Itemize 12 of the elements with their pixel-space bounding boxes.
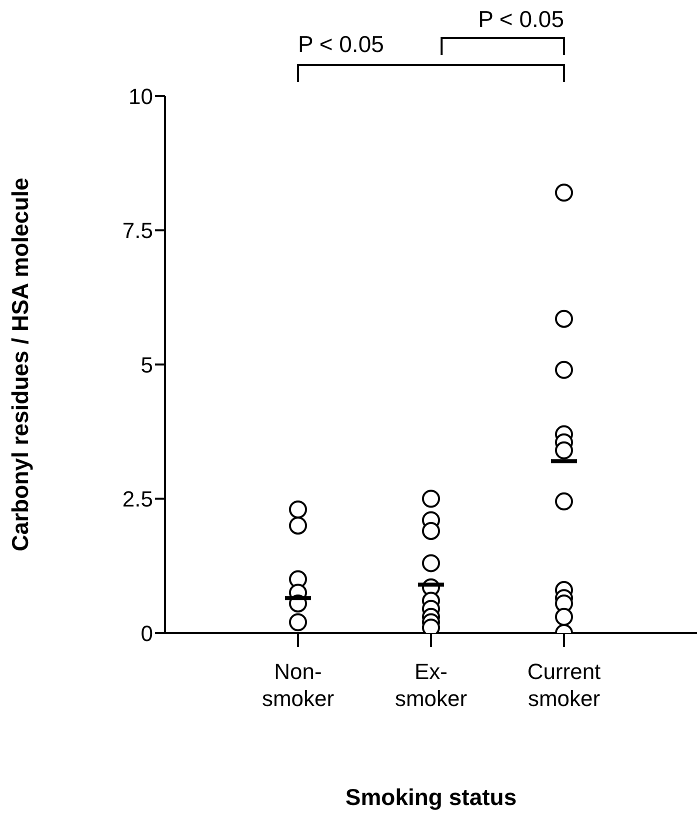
x-tick-label: Current smoker: [527, 659, 601, 711]
x-axis-title: Smoking status: [345, 784, 517, 810]
y-axis-title: Carbonyl residues / HSA molecule: [7, 178, 34, 552]
x-tick-label: Non-smoker: [262, 659, 334, 711]
x-tick-label: Ex-smoker: [394, 659, 468, 711]
y-tick-label: 2.5: [122, 486, 153, 512]
y-tick-label: 7.5: [122, 218, 153, 244]
text: P < 0.05: [298, 31, 384, 57]
text: P < 0.05: [478, 6, 564, 32]
y-tick-label: 10: [128, 84, 153, 109]
y-tick-label: 0: [140, 620, 153, 646]
y-tick-label: 5: [140, 352, 153, 378]
